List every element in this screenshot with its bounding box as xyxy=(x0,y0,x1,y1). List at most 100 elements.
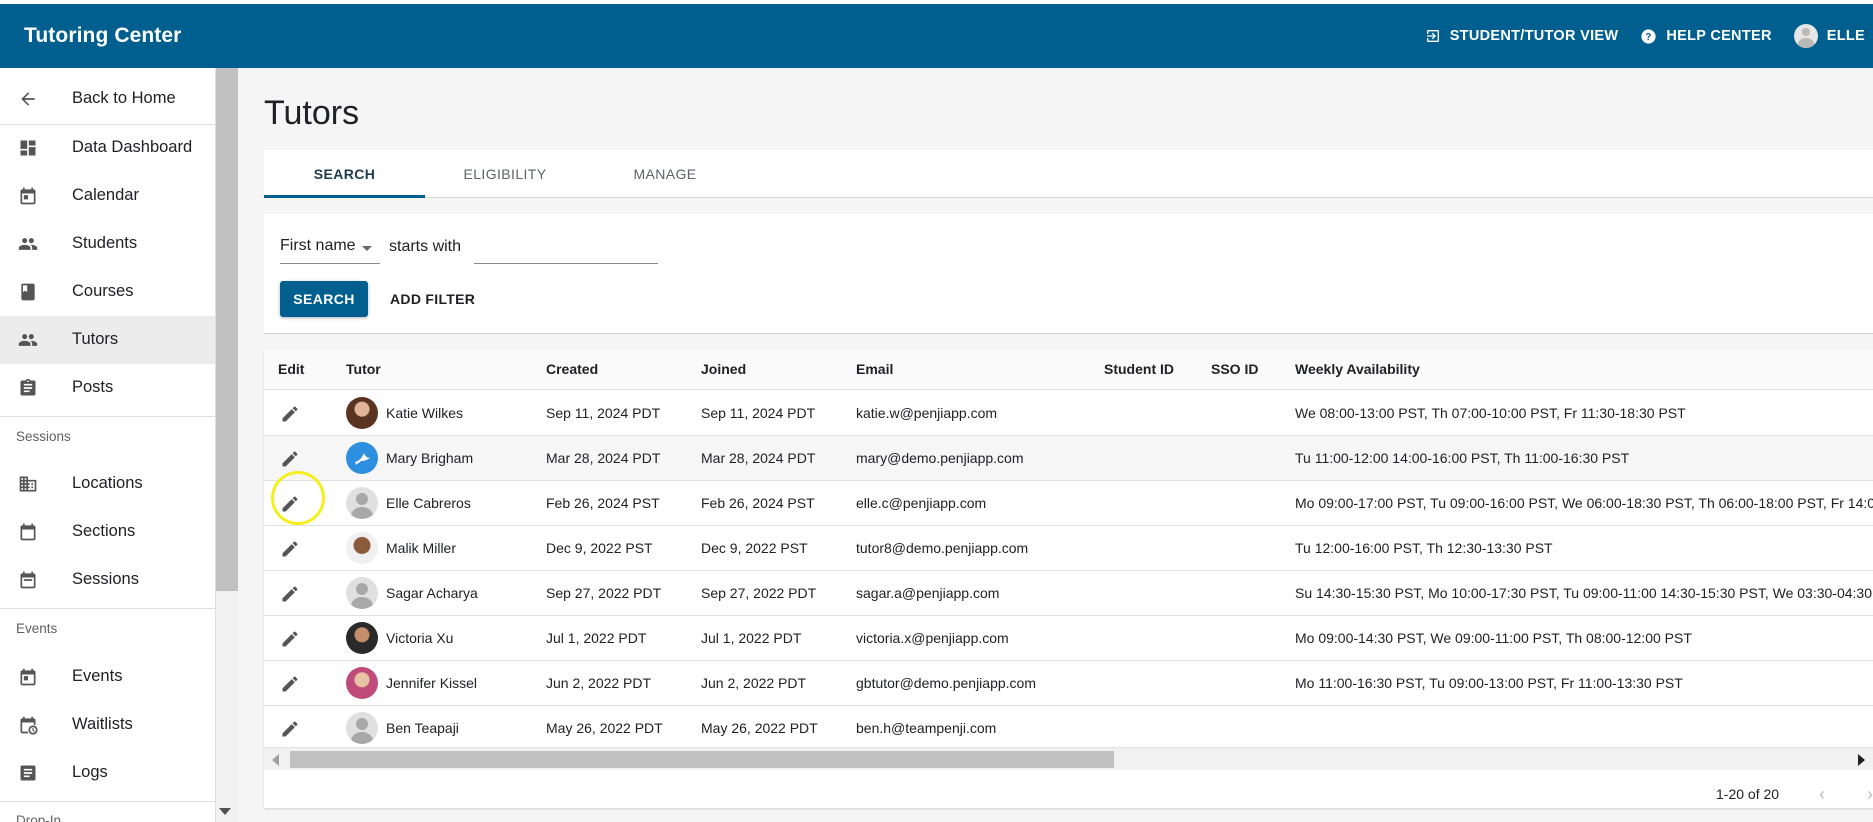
column-header-sso-id[interactable]: SSO ID xyxy=(1211,361,1259,377)
next-page-button[interactable]: › xyxy=(1867,784,1873,804)
table-row[interactable]: Victoria Xu Jul 1, 2022 PDT Jul 1, 2022 … xyxy=(264,616,1873,661)
table-scrollbar-thumb[interactable] xyxy=(290,751,1114,768)
pencil-icon[interactable] xyxy=(280,539,300,559)
filter-field-select[interactable]: First name xyxy=(280,234,380,264)
email: mary@demo.penjiapp.com xyxy=(856,450,1024,466)
divider xyxy=(0,416,215,417)
clipboard-icon xyxy=(20,378,36,396)
sidebar-item-label: Data Dashboard xyxy=(72,138,193,156)
sidebar-item-sections[interactable]: Sections xyxy=(0,508,215,556)
pencil-icon[interactable] xyxy=(280,404,300,424)
help-center-label: HELP CENTER xyxy=(1666,28,1772,44)
avatar xyxy=(346,532,378,564)
tutor-name: Victoria Xu xyxy=(386,630,454,646)
section-header-sessions: Sessions xyxy=(16,429,71,444)
tabs: SEARCH ELIGIBILITY MANAGE xyxy=(264,150,1873,198)
scroll-right-arrow[interactable] xyxy=(1858,754,1865,766)
email: ben.h@teampenji.com xyxy=(856,720,997,736)
people-icon xyxy=(18,238,38,250)
sidebar-item-sessions[interactable]: Sessions xyxy=(0,556,215,604)
tutor-name: Jennifer Kissel xyxy=(386,675,478,691)
joined-date: Mar 28, 2024 PDT xyxy=(701,450,816,466)
sidebar-item-posts[interactable]: Posts xyxy=(0,364,215,412)
sidebar: Back to Home Data Dashboard Calendar Stu… xyxy=(0,68,216,822)
joined-date: Jun 2, 2022 PDT xyxy=(701,675,807,691)
email: gbtutor@demo.penjiapp.com xyxy=(856,675,1036,691)
user-avatar xyxy=(1793,24,1818,48)
table-row[interactable]: Mary Brigham Mar 28, 2024 PDT Mar 28, 20… xyxy=(264,436,1873,481)
switch-view-icon xyxy=(1426,30,1439,42)
section-header-drop-in: Drop-In xyxy=(16,813,62,822)
user-menu-button[interactable]: ELLE xyxy=(1793,24,1865,48)
table-row[interactable]: Malik Miller Dec 9, 2022 PST Dec 9, 2022… xyxy=(264,526,1873,571)
sidebar-item-events[interactable]: Events xyxy=(0,653,215,701)
sidebar-item-back-to-home[interactable]: Back to Home xyxy=(0,75,215,123)
table-row[interactable]: Jennifer Kissel Jun 2, 2022 PDT Jun 2, 2… xyxy=(264,661,1873,706)
column-header-joined[interactable]: Joined xyxy=(701,361,747,377)
tab-search[interactable]: SEARCH xyxy=(313,166,376,182)
pencil-icon[interactable] xyxy=(280,584,300,604)
avatar xyxy=(346,442,378,474)
sidebar-item-label: Courses xyxy=(72,282,134,300)
column-header-email[interactable]: Email xyxy=(856,361,894,377)
table-row[interactable]: Ben Teapaji May 26, 2022 PDT May 26, 202… xyxy=(264,706,1873,748)
column-header-tutor[interactable]: Tutor xyxy=(346,361,381,377)
pencil-icon[interactable] xyxy=(280,719,300,739)
sidebar-item-calendar[interactable]: Calendar xyxy=(0,172,215,220)
created-date: May 26, 2022 PDT xyxy=(546,720,663,736)
sidebar-item-courses[interactable]: Courses xyxy=(0,268,215,316)
created-date: Jun 2, 2022 PDT xyxy=(546,675,652,691)
pencil-icon[interactable] xyxy=(280,674,300,694)
sidebar-item-logs[interactable]: Logs xyxy=(0,749,215,797)
student-tutor-view-label: STUDENT/TUTOR VIEW xyxy=(1449,28,1619,44)
sidebar-scrollbar-thumb[interactable] xyxy=(216,68,238,591)
building-icon xyxy=(19,476,37,492)
joined-date: Sep 27, 2022 PDT xyxy=(701,585,817,601)
add-filter-button[interactable]: ADD FILTER xyxy=(382,281,483,317)
calendar-icon xyxy=(20,187,36,205)
waitlist-icon xyxy=(20,716,38,735)
tutor-name: Elle Cabreros xyxy=(386,495,471,511)
sidebar-item-data-dashboard[interactable]: Data Dashboard xyxy=(0,124,215,172)
sidebar-item-waitlists[interactable]: Waitlists xyxy=(0,701,215,749)
filter-value-input[interactable] xyxy=(474,232,658,264)
table-row[interactable]: Sagar Acharya Sep 27, 2022 PDT Sep 27, 2… xyxy=(264,571,1873,616)
avatar xyxy=(346,622,378,654)
column-header-student-id[interactable]: Student ID xyxy=(1104,361,1174,377)
search-button[interactable]: SEARCH xyxy=(280,281,368,317)
column-header-created[interactable]: Created xyxy=(546,361,599,377)
bird-logo-icon xyxy=(355,453,370,465)
sidebar-item-label: Waitlists xyxy=(72,715,133,733)
sidebar-item-locations[interactable]: Locations xyxy=(0,460,215,508)
joined-date: Dec 9, 2022 PST xyxy=(701,540,808,556)
created-date: Jul 1, 2022 PDT xyxy=(546,630,647,646)
tab-eligibility[interactable]: ELIGIBILITY xyxy=(463,166,547,182)
sidebar-scroll-down-arrow[interactable] xyxy=(219,808,231,815)
email: victoria.x@penjiapp.com xyxy=(856,630,1009,646)
help-center-button[interactable]: ? HELP CENTER xyxy=(1640,28,1771,45)
table-row[interactable]: Katie Wilkes Sep 11, 2024 PDT Sep 11, 20… xyxy=(264,391,1873,436)
email: tutor8@demo.penjiapp.com xyxy=(856,540,1029,556)
previous-page-button[interactable]: ‹ xyxy=(1819,784,1825,804)
pencil-icon[interactable] xyxy=(280,449,300,469)
sidebar-item-label: Back to Home xyxy=(72,89,176,107)
pencil-icon[interactable] xyxy=(280,494,300,514)
weekly-availability: Su 14:30-15:30 PST, Mo 10:00-17:30 PST, … xyxy=(1295,585,1872,601)
table-header: Edit Tutor Created Joined Email Student … xyxy=(264,350,1873,390)
dashboard-icon xyxy=(20,140,36,156)
avatar xyxy=(346,577,378,609)
table-row[interactable]: Elle Cabreros Feb 26, 2024 PST Feb 26, 2… xyxy=(264,481,1873,526)
divider xyxy=(0,124,215,125)
sidebar-item-tutors[interactable]: Tutors xyxy=(0,316,215,364)
pencil-icon[interactable] xyxy=(280,629,300,649)
column-header-weekly-availability[interactable]: Weekly Availability xyxy=(1295,361,1420,377)
dropdown-caret-icon xyxy=(362,246,372,251)
tab-manage[interactable]: MANAGE xyxy=(633,166,697,182)
active-tab-indicator xyxy=(264,195,425,198)
filter-operator-label: starts with xyxy=(389,238,462,255)
sidebar-item-students[interactable]: Students xyxy=(0,220,215,268)
created-date: Sep 11, 2024 PDT xyxy=(546,405,661,421)
student-tutor-view-button[interactable]: STUDENT/TUTOR VIEW xyxy=(1425,28,1619,44)
avatar xyxy=(346,667,378,699)
scroll-left-arrow[interactable] xyxy=(272,754,279,766)
